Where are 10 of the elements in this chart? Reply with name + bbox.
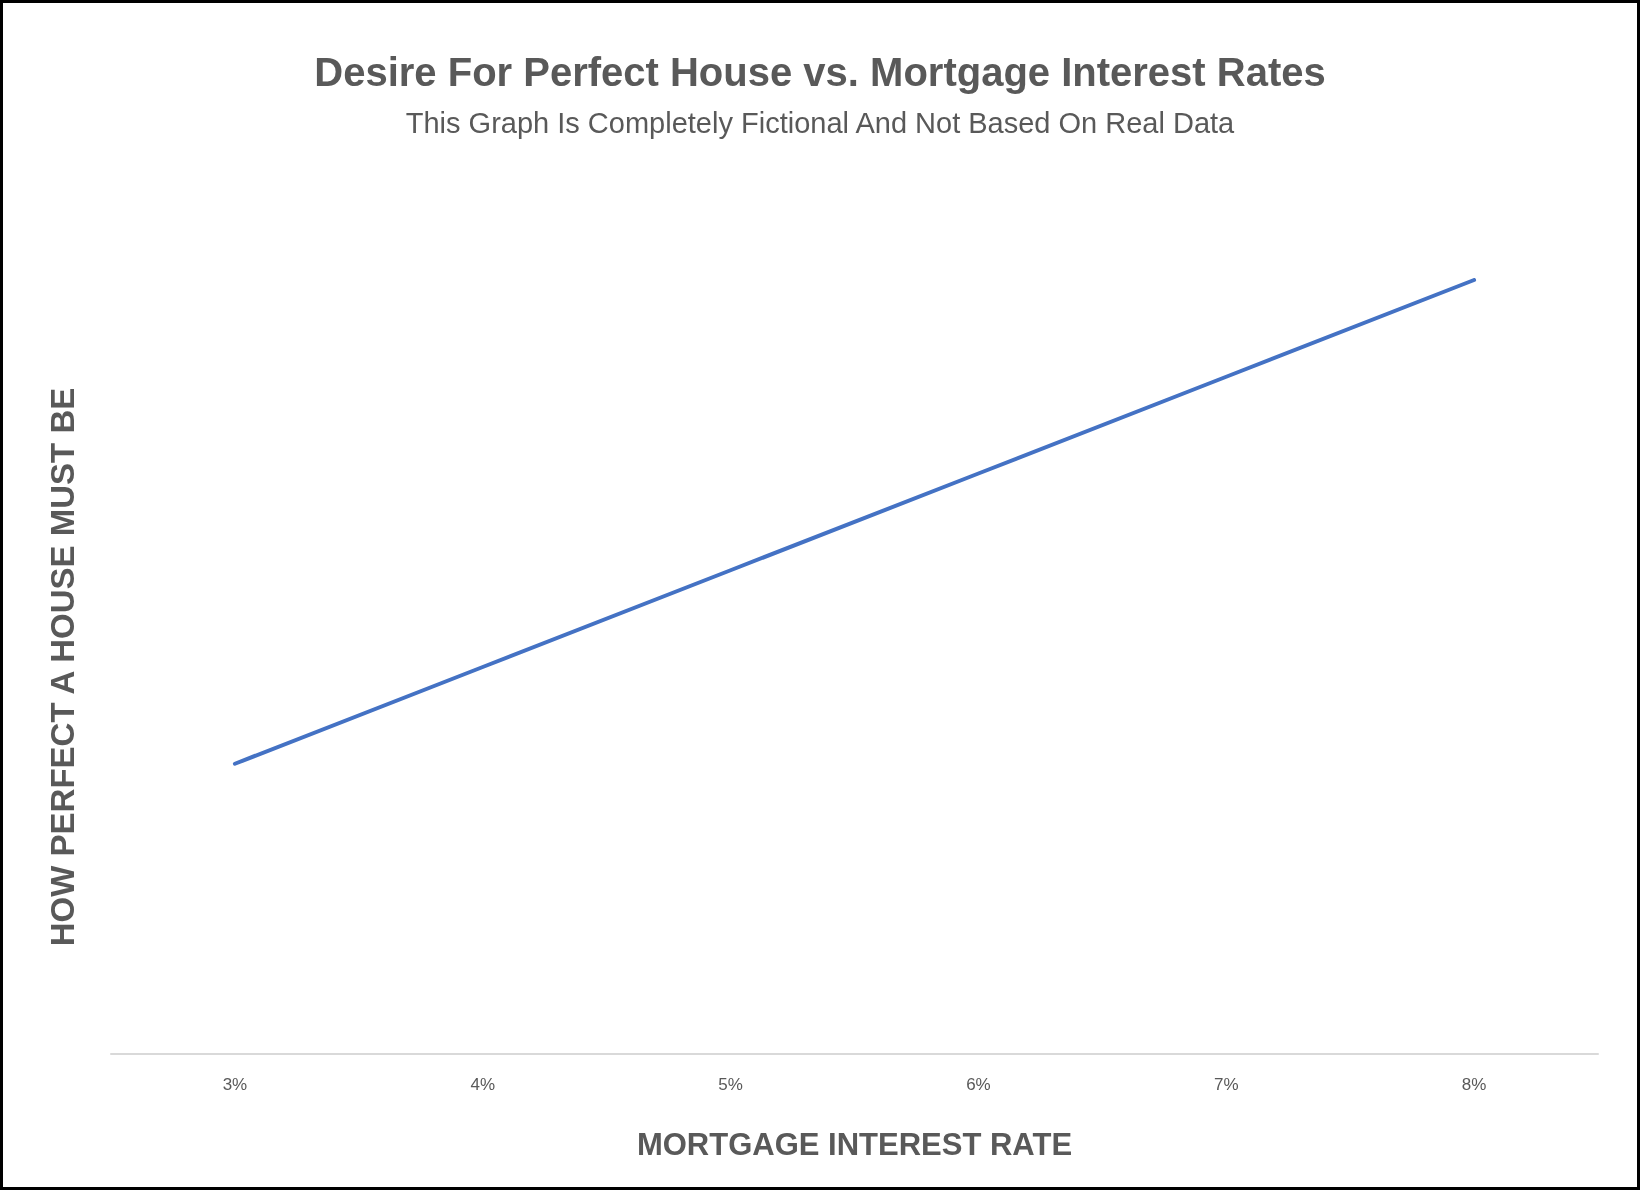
chart-subtitle: This Graph Is Completely Fictional And Not Based On Real Data xyxy=(405,106,1236,139)
x-tick-label: 6% xyxy=(966,1075,991,1094)
x-tick-label: 5% xyxy=(718,1075,743,1094)
x-axis-title: MORTGAGE INTEREST RATE xyxy=(636,1127,1073,1162)
x-tick-label: 4% xyxy=(470,1075,496,1094)
chart-title: Desire For Perfect House vs. Mortgage Interest Rates xyxy=(314,50,1326,94)
x-tick-label: 8% xyxy=(1461,1075,1487,1094)
x-tick-label: 7% xyxy=(1213,1075,1239,1094)
x-tick-label: 3% xyxy=(222,1075,248,1094)
y-axis-title: HOW PERFECT A HOUSE MUST BE xyxy=(44,387,81,947)
